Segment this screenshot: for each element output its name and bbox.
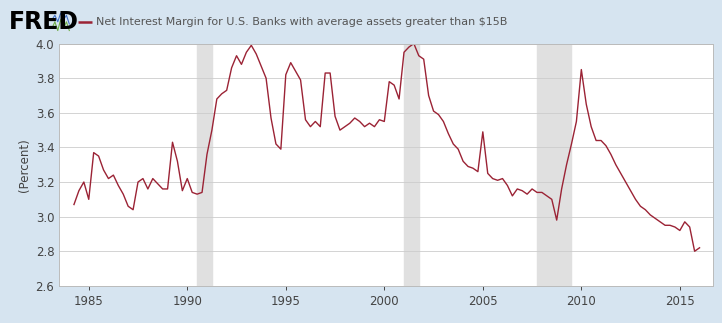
Text: FRED: FRED	[9, 10, 79, 34]
Text: Net Interest Margin for U.S. Banks with average assets greater than $15B: Net Interest Margin for U.S. Banks with …	[96, 17, 508, 27]
Y-axis label: (Percent): (Percent)	[19, 138, 32, 192]
Bar	[537, 44, 572, 286]
Bar	[197, 44, 212, 286]
Bar	[404, 44, 419, 286]
